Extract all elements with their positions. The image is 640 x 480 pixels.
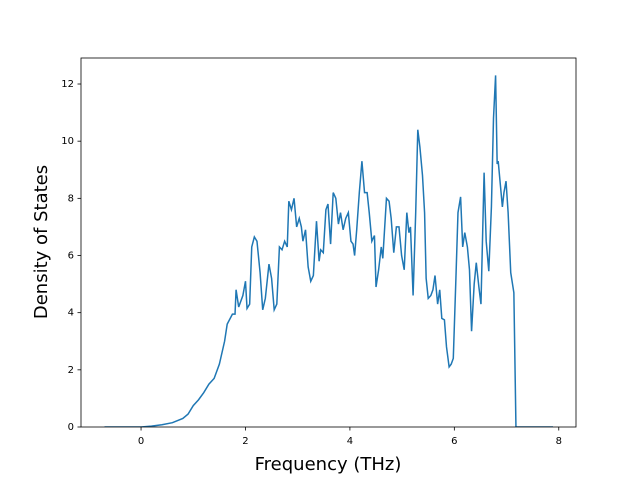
y-tick-label: 0 — [68, 422, 74, 433]
y-tick-label: 8 — [68, 193, 74, 204]
y-tick-label: 10 — [61, 136, 74, 147]
line — [104, 75, 554, 427]
y-tick-label: 6 — [68, 251, 74, 262]
x-tick-label: 4 — [347, 436, 353, 447]
y-tick-label: 2 — [68, 365, 74, 376]
y-tick-label: 12 — [61, 79, 74, 90]
y-tick-label: 4 — [68, 308, 74, 319]
x-tick-label: 8 — [556, 436, 562, 447]
y-axis-label: Density of States — [31, 165, 52, 319]
x-tick-label: 0 — [138, 436, 144, 447]
x-tick-label: 6 — [451, 436, 457, 447]
x-tick-label: 2 — [242, 436, 248, 447]
x-axis-label: Frequency (THz) — [255, 454, 402, 475]
plot-frame — [80, 57, 577, 428]
